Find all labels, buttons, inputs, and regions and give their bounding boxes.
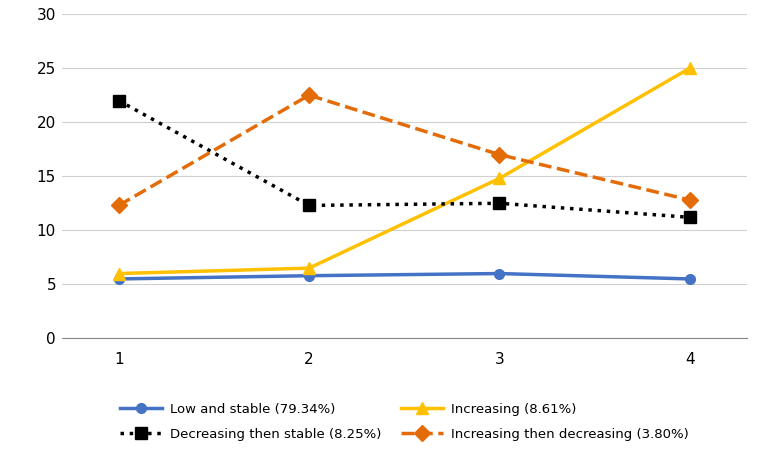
Legend: Low and stable (79.34%), Decreasing then stable (8.25%), Increasing (8.61%), Inc: Low and stable (79.34%), Decreasing then… [115,397,694,446]
